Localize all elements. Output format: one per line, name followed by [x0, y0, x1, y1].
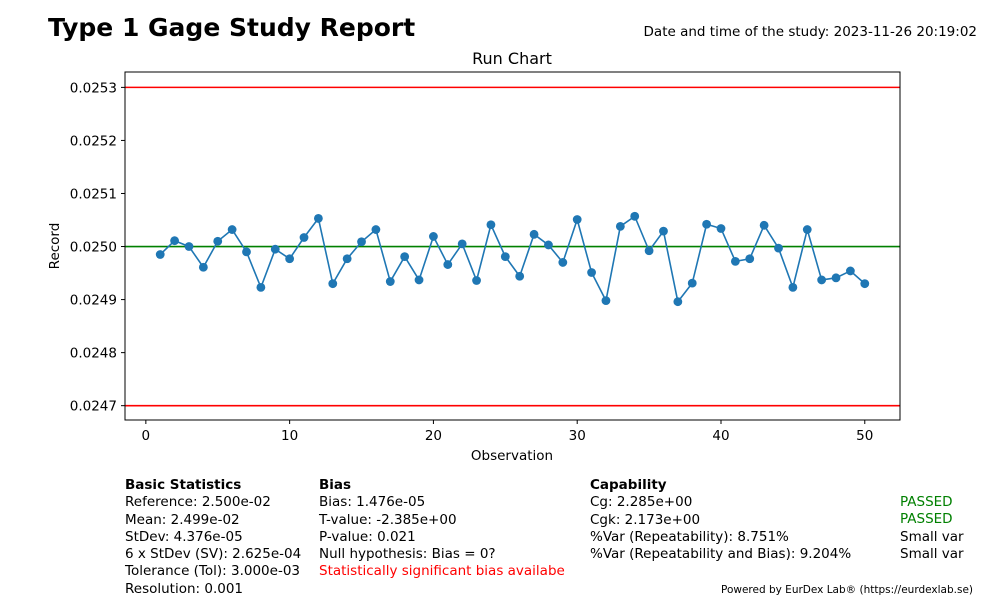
data-point-6 — [227, 225, 237, 234]
data-point-27 — [529, 229, 539, 239]
data-point-22 — [457, 239, 467, 249]
tolerance-value: Tolerance (Tol): 3.000e-03 — [125, 563, 301, 580]
basic-statistics-panel: Basic Statistics Reference: 2.500e-02 Me… — [125, 477, 301, 598]
y-tick-label: 0.0247 — [70, 399, 117, 415]
data-point-5 — [213, 236, 223, 246]
cg-result: PASSED — [900, 494, 953, 510]
data-point-4 — [198, 262, 208, 272]
data-point-38 — [687, 278, 697, 288]
data-point-36 — [659, 226, 668, 236]
x-tick-label: 30 — [569, 428, 586, 444]
chart-title: Run Chart — [472, 49, 552, 68]
data-point-33 — [615, 221, 625, 231]
bias-value: Bias: 1.476e-05 — [319, 494, 426, 511]
y-tick-label: 0.0253 — [70, 80, 117, 96]
t-value: T-value: -2.385e+00 — [319, 511, 457, 528]
data-point-11 — [299, 233, 309, 242]
x-tick-label: 0 — [142, 428, 151, 444]
bias-warning: Statistically significant bias availabe — [319, 563, 565, 580]
data-point-20 — [429, 232, 438, 241]
data-point-12 — [313, 214, 323, 223]
data-point-16 — [371, 225, 381, 234]
x-tick-label: 50 — [856, 428, 873, 444]
data-point-7 — [242, 247, 251, 257]
data-point-28 — [544, 240, 553, 250]
var-repeatability-bias-value: %Var (Repeatability and Bias): 9.204% — [590, 546, 852, 563]
data-point-47 — [817, 275, 827, 285]
data-point-46 — [802, 225, 812, 234]
capability-header: Capability — [590, 477, 667, 493]
report-title: Type 1 Gage Study Report — [48, 13, 416, 42]
data-point-15 — [357, 237, 366, 247]
null-hypothesis: Null hypothesis: Bias = 0? — [319, 546, 496, 563]
data-point-21 — [443, 260, 453, 269]
data-point-25 — [500, 252, 510, 262]
resolution-value: Resolution: 0.001 — [125, 580, 244, 597]
data-point-49 — [845, 266, 855, 276]
data-point-2 — [170, 236, 180, 246]
y-tick-label: 0.0250 — [70, 240, 117, 256]
data-point-8 — [256, 282, 266, 292]
data-point-40 — [716, 224, 726, 233]
data-point-9 — [270, 244, 280, 254]
data-point-13 — [328, 279, 338, 289]
data-point-29 — [558, 258, 568, 267]
bias-panel: Bias Bias: 1.476e-05 T-value: -2.385e+00… — [319, 477, 565, 581]
data-point-31 — [587, 268, 596, 277]
x-tick-label: 40 — [712, 428, 729, 444]
data-point-24 — [486, 220, 496, 230]
bias-header: Bias — [319, 477, 352, 493]
var-repeatability-result: Small var — [900, 528, 964, 545]
x-tick-label: 10 — [281, 428, 298, 444]
cgk-result: PASSED — [900, 511, 953, 528]
plot-frame — [124, 71, 901, 421]
data-point-50 — [860, 279, 870, 289]
data-point-10 — [285, 254, 295, 264]
cg-value: Cg: 2.285e+00 — [590, 494, 693, 511]
var-repeatability-value: %Var (Repeatability): 8.751% — [590, 528, 789, 545]
data-point-14 — [342, 254, 352, 264]
x-tick-label: 20 — [425, 428, 442, 444]
mean-value: Mean: 2.499e-02 — [125, 511, 240, 528]
run-chart: Run Chart 0 10 20 30 40 50 0.0247 0.0248 0.0249… — [47, 49, 901, 464]
capability-panel: Capability Cg: 2.285e+00 Cgk: 2.173e+00 … — [590, 477, 851, 563]
data-point-23 — [472, 276, 481, 285]
y-tick-label: 0.0248 — [70, 346, 117, 362]
data-point-37 — [673, 297, 683, 307]
data-point-48 — [831, 273, 841, 283]
series-line — [159, 215, 866, 304]
stdev-value: StDev: 4.376e-05 — [125, 528, 243, 545]
study-variation-value: 6 x StDev (SV): 2.625e-04 — [125, 546, 302, 563]
data-point-41 — [730, 256, 740, 266]
data-point-3 — [184, 242, 194, 251]
reference-value: Reference: 2.500e-02 — [125, 494, 271, 511]
data-point-45 — [788, 282, 798, 292]
y-tick-label: 0.0251 — [70, 186, 117, 202]
basic-statistics-header: Basic Statistics — [125, 477, 242, 493]
data-point-18 — [400, 252, 410, 262]
data-point-19 — [414, 275, 424, 285]
data-point-39 — [702, 219, 712, 229]
data-point-43 — [759, 220, 769, 230]
y-tick-label: 0.0252 — [70, 133, 117, 149]
data-point-32 — [601, 296, 611, 306]
var-repeatability-bias-result: Small var — [900, 545, 964, 562]
p-value: P-value: 0.021 — [319, 528, 416, 545]
data-point-44 — [774, 243, 783, 253]
data-point-26 — [515, 271, 525, 281]
data-point-17 — [385, 277, 395, 286]
data-point-34 — [630, 211, 640, 221]
footer-credit: Powered by EurDex Lab® (https://eurdexla… — [720, 584, 973, 596]
data-point-30 — [572, 215, 582, 224]
study-datetime: Date and time of the study: 2023-11-26 2… — [643, 24, 977, 40]
capability-results: PASSED PASSED Small var Small var — [900, 494, 964, 563]
data-point-42 — [745, 254, 755, 264]
x-axis-label: Observation — [471, 448, 553, 464]
y-tick-label: 0.0249 — [70, 293, 117, 309]
data-point-35 — [644, 246, 654, 256]
data-point-1 — [155, 250, 165, 259]
y-axis-label: Record — [47, 223, 63, 270]
cgk-value: Cgk: 2.173e+00 — [590, 511, 701, 528]
